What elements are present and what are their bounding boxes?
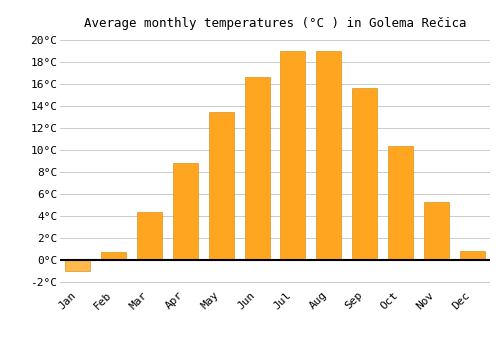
Title: Average monthly temperatures (°C ) in Golema Rečica: Average monthly temperatures (°C ) in Go… [84, 17, 466, 30]
Bar [137, 212, 162, 260]
Bar [460, 251, 484, 260]
Bar [280, 51, 305, 260]
Bar [352, 88, 377, 260]
Bar [208, 112, 234, 260]
Bar [424, 202, 449, 260]
Bar [316, 51, 342, 260]
Bar [66, 260, 90, 271]
Bar [244, 77, 270, 260]
Bar [173, 163, 198, 260]
Bar [101, 252, 126, 260]
Bar [388, 146, 413, 260]
